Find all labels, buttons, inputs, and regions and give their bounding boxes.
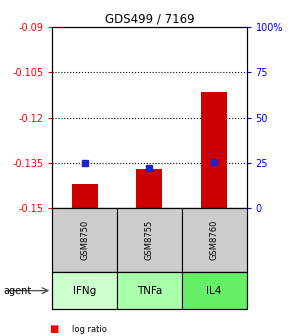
Title: GDS499 / 7169: GDS499 / 7169: [104, 13, 194, 26]
Text: IFNg: IFNg: [73, 286, 96, 296]
Bar: [72, 184, 97, 208]
Text: GSM8750: GSM8750: [80, 220, 89, 260]
Text: GSM8755: GSM8755: [145, 220, 154, 260]
Text: agent: agent: [3, 286, 31, 296]
Bar: [136, 169, 162, 208]
Text: log ratio: log ratio: [72, 325, 107, 334]
Bar: [117, 272, 182, 309]
Text: IL4: IL4: [206, 286, 222, 296]
Bar: [201, 92, 227, 208]
Bar: [182, 208, 246, 272]
Bar: [52, 272, 117, 309]
Text: TNFa: TNFa: [137, 286, 162, 296]
Text: ■: ■: [49, 324, 59, 334]
Bar: [117, 208, 182, 272]
Text: GSM8760: GSM8760: [210, 220, 219, 260]
Bar: [52, 208, 117, 272]
Bar: [182, 272, 246, 309]
